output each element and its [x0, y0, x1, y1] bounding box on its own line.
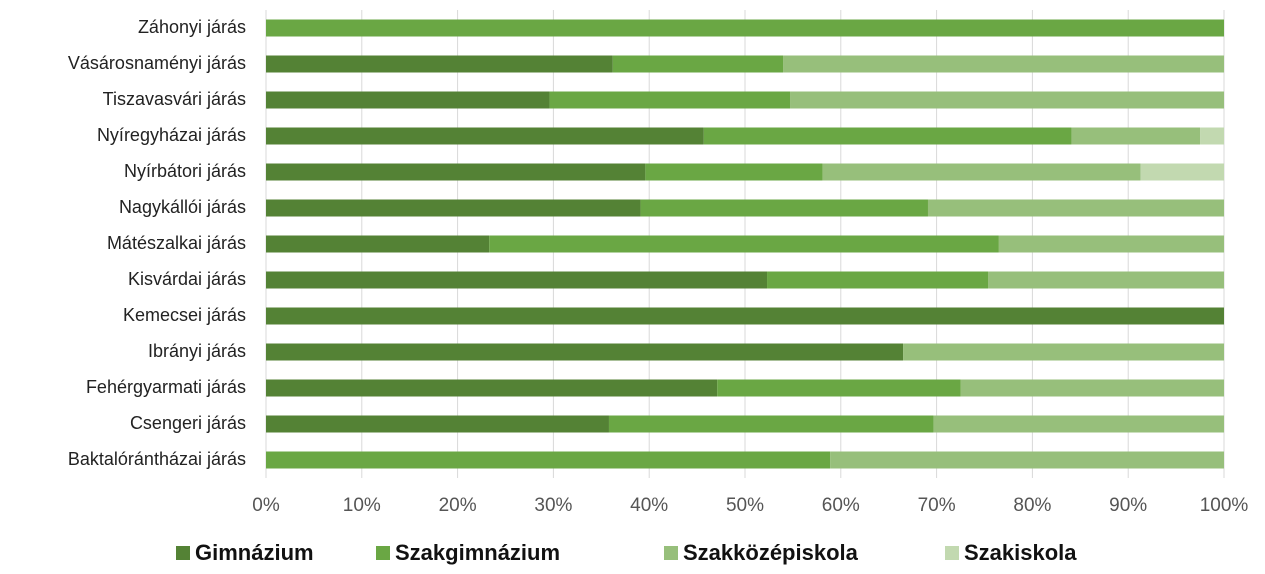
bar-segment — [1140, 163, 1224, 181]
y-tick-label: Záhonyi járás — [138, 17, 246, 37]
y-tick-label: Vásárosnaményi járás — [68, 53, 246, 73]
bar-segment — [266, 91, 550, 109]
legend-label: Gimnázium — [195, 540, 314, 565]
legend-label: Szakiskola — [964, 540, 1077, 565]
legend-label: Szakgimnázium — [395, 540, 560, 565]
bar-segment — [1200, 127, 1224, 145]
y-tick-label: Kisvárdai járás — [128, 269, 246, 289]
bar-segment — [998, 235, 1224, 253]
bar-segment — [783, 55, 1224, 73]
bar-segment — [822, 163, 1141, 181]
y-tick-label: Mátészalkai járás — [107, 233, 246, 253]
x-tick-label: 30% — [534, 495, 572, 516]
bar-segment — [266, 19, 1224, 37]
bar-segment — [266, 127, 704, 145]
y-tick-label: Csengeri járás — [130, 413, 246, 433]
x-tick-label: 90% — [1109, 495, 1147, 516]
x-tick-label: 20% — [439, 495, 477, 516]
bar-segment — [612, 55, 784, 73]
legend-label: Szakközépiskola — [683, 540, 859, 565]
x-tick-label: 50% — [726, 495, 764, 516]
bar-segment — [927, 199, 1224, 217]
legend-swatch — [376, 546, 390, 560]
bar-segment — [645, 163, 823, 181]
bar-segment — [266, 271, 768, 289]
bar-segment — [608, 415, 934, 433]
y-tick-label: Fehérgyarmati járás — [86, 377, 246, 397]
x-tick-label: 60% — [822, 495, 860, 516]
bar-segment — [266, 343, 904, 361]
y-tick-label: Nyírbátori járás — [124, 161, 246, 181]
bar-segment — [830, 451, 1224, 469]
bar-segment — [266, 451, 831, 469]
bar-segment — [988, 271, 1224, 289]
bar-segment — [266, 163, 646, 181]
bar-segment — [1071, 127, 1201, 145]
bar-segment — [266, 415, 609, 433]
bar-segment — [767, 271, 989, 289]
y-tick-label: Ibrányi járás — [148, 341, 246, 361]
bar-segment — [903, 343, 1224, 361]
y-tick-label: Nagykállói járás — [119, 197, 246, 217]
x-tick-label: 100% — [1200, 495, 1249, 516]
bar-segment — [266, 55, 613, 73]
x-tick-label: 10% — [343, 495, 381, 516]
bar-segment — [489, 235, 999, 253]
bar-segment — [933, 415, 1224, 433]
bar-segment — [266, 199, 641, 217]
bar-segment — [640, 199, 928, 217]
x-tick-label: 80% — [1013, 495, 1051, 516]
y-tick-label: Kemecsei járás — [123, 305, 246, 325]
y-tick-label: Baktalórántházai járás — [68, 449, 246, 469]
y-tick-label: Tiszavasvári járás — [103, 89, 246, 109]
bar-segment — [266, 307, 1224, 325]
bar-segment — [266, 379, 718, 397]
x-tick-label: 70% — [918, 495, 956, 516]
bar-segment — [549, 91, 791, 109]
x-tick-label: 40% — [630, 495, 668, 516]
bar-segment — [717, 379, 961, 397]
x-tick-label: 0% — [252, 495, 280, 516]
legend-swatch — [176, 546, 190, 560]
y-tick-label: Nyíregyházai járás — [97, 125, 246, 145]
bar-segment — [960, 379, 1224, 397]
bar-segment — [266, 235, 490, 253]
legend-swatch — [945, 546, 959, 560]
bar-segment — [703, 127, 1072, 145]
legend-swatch — [664, 546, 678, 560]
bar-segment — [790, 91, 1224, 109]
